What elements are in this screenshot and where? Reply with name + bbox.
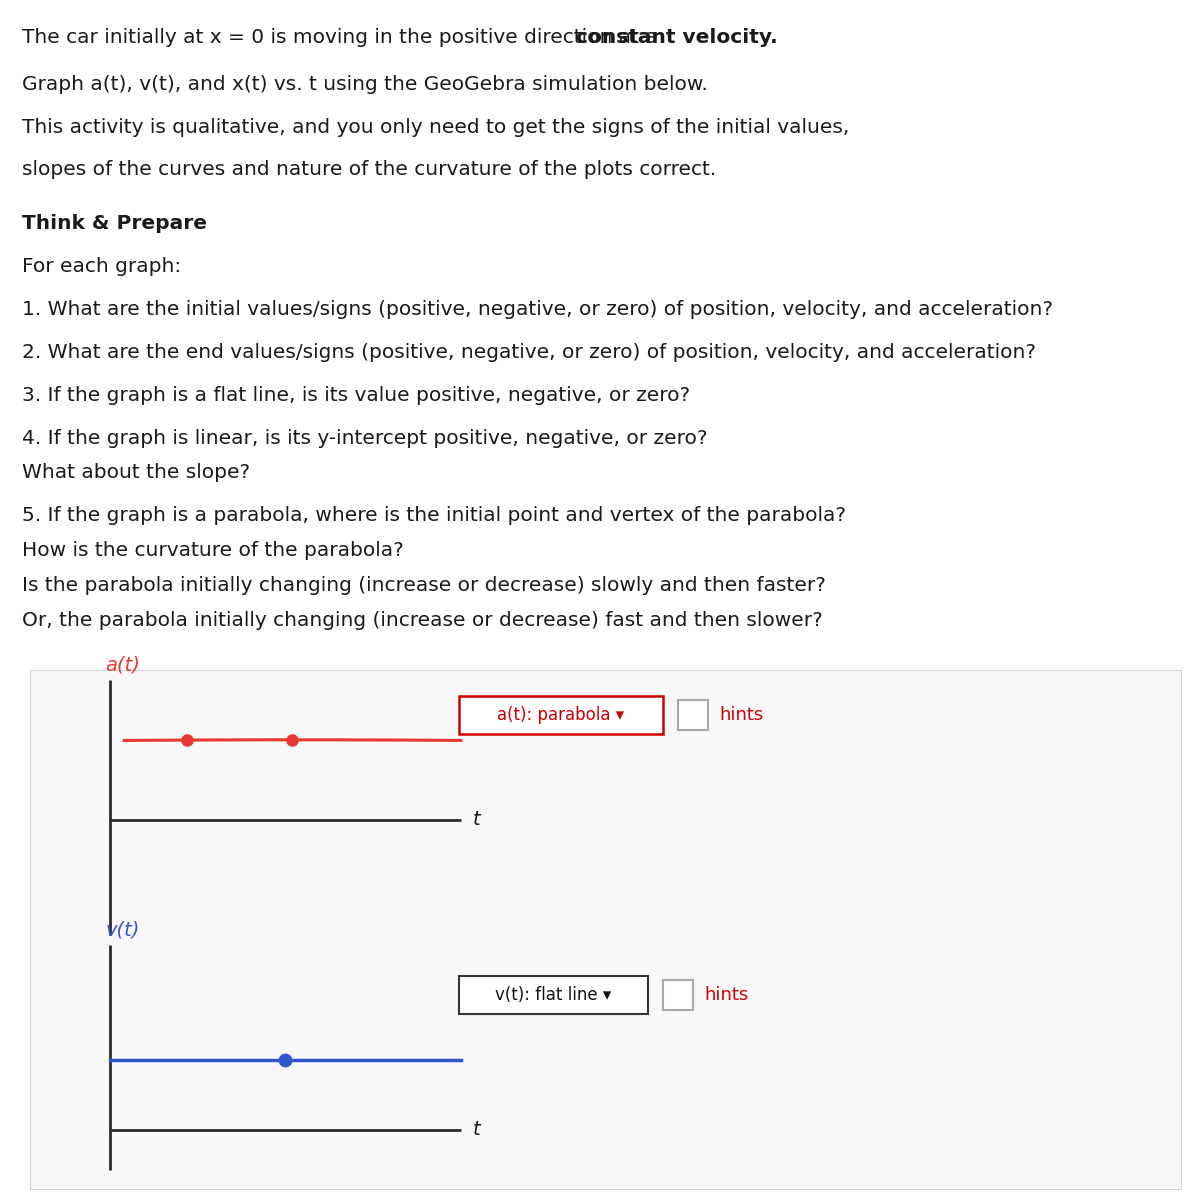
Text: hints: hints bbox=[719, 706, 763, 724]
Text: 2. What are the end values/signs (positive, negative, or zero) of position, velo: 2. What are the end values/signs (positi… bbox=[22, 343, 1036, 362]
Text: Is the parabola initially changing (increase or decrease) slowly and then faster: Is the parabola initially changing (incr… bbox=[22, 576, 826, 596]
Text: Graph a(t), v(t), and x(t) vs. t using the GeoGebra simulation below.: Graph a(t), v(t), and x(t) vs. t using t… bbox=[22, 74, 708, 93]
Text: What about the slope?: What about the slope? bbox=[22, 463, 250, 482]
Text: Or, the parabola initially changing (increase or decrease) fast and then slower?: Or, the parabola initially changing (inc… bbox=[22, 611, 823, 630]
Text: hints: hints bbox=[704, 986, 749, 1003]
Text: 1. What are the initial values/signs (positive, negative, or zero) of position, : 1. What are the initial values/signs (po… bbox=[22, 300, 1054, 319]
Text: Think & Prepare: Think & Prepare bbox=[22, 214, 208, 233]
Text: v(t): v(t) bbox=[106, 921, 139, 940]
Text: 5. If the graph is a parabola, where is the initial point and vertex of the para: 5. If the graph is a parabola, where is … bbox=[22, 506, 846, 525]
Text: constant velocity.: constant velocity. bbox=[576, 28, 778, 47]
Text: The car initially at x = 0 is moving in the positive direction at a: The car initially at x = 0 is moving in … bbox=[22, 28, 664, 47]
Text: a(t): parabola ▾: a(t): parabola ▾ bbox=[497, 706, 624, 724]
FancyBboxPatch shape bbox=[458, 976, 648, 1014]
Text: How is the curvature of the parabola?: How is the curvature of the parabola? bbox=[22, 541, 403, 560]
Text: slopes of the curves and nature of the curvature of the plots correct.: slopes of the curves and nature of the c… bbox=[22, 160, 716, 179]
Text: 3. If the graph is a flat line, is its value positive, negative, or zero?: 3. If the graph is a flat line, is its v… bbox=[22, 385, 690, 404]
Text: v(t): flat line ▾: v(t): flat line ▾ bbox=[496, 986, 612, 1003]
FancyBboxPatch shape bbox=[678, 700, 708, 730]
Text: For each graph:: For each graph: bbox=[22, 257, 181, 276]
FancyBboxPatch shape bbox=[30, 670, 1182, 1190]
FancyBboxPatch shape bbox=[458, 696, 664, 734]
Text: 4. If the graph is linear, is its y-intercept positive, negative, or zero?: 4. If the graph is linear, is its y-inte… bbox=[22, 428, 708, 447]
Text: t: t bbox=[473, 1121, 480, 1140]
FancyBboxPatch shape bbox=[664, 980, 694, 1009]
Text: a(t): a(t) bbox=[106, 655, 140, 675]
Text: t: t bbox=[473, 811, 480, 829]
Text: This activity is qualitative, and you only need to get the signs of the initial : This activity is qualitative, and you on… bbox=[22, 117, 850, 136]
